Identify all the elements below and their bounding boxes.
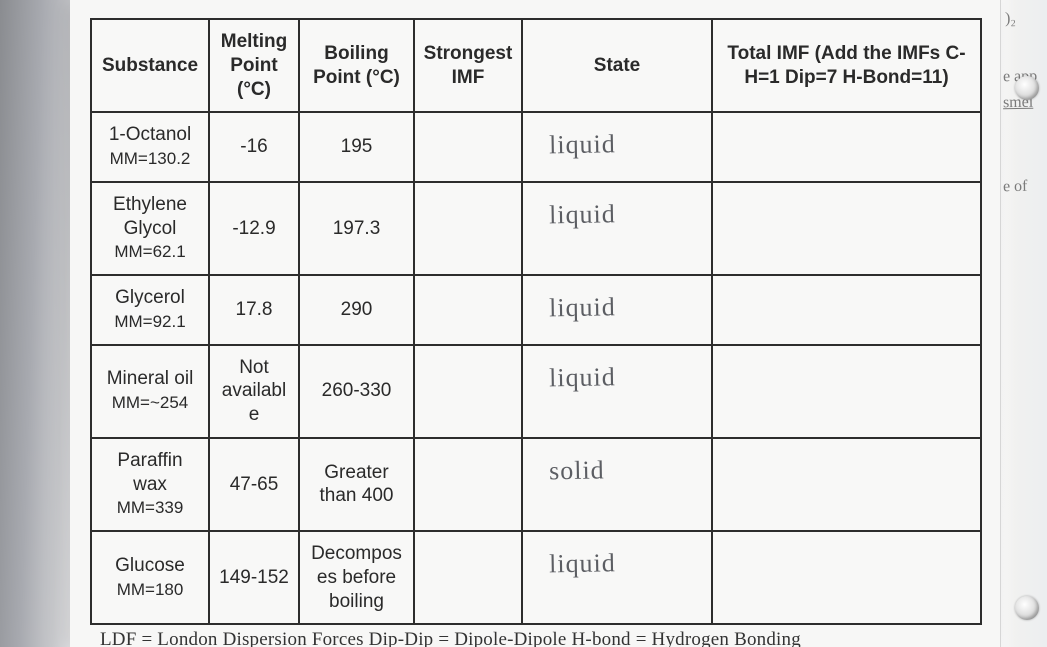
col-total-imf: Total IMF (Add the IMFs C-H=1 Dip=7 H-Bo…: [712, 19, 981, 112]
cell-melting: Not available: [209, 345, 299, 438]
cell-strongest: [414, 531, 522, 624]
cell-total: [712, 438, 981, 531]
cell-boiling: 260-330: [299, 345, 414, 438]
cell-total: [712, 531, 981, 624]
cell-substance: 1-Octanol MM=130.2: [91, 112, 209, 182]
cell-state: liquid: [522, 345, 712, 438]
table-header-row: Substance Melting Point (°C) Boiling Poi…: [91, 19, 981, 112]
cell-state: liquid: [522, 112, 712, 182]
cell-substance: Glucose MM=180: [91, 531, 209, 624]
cell-total: [712, 345, 981, 438]
cell-state: liquid: [522, 531, 712, 624]
table-row: Mineral oil MM=~254 Not available 260-33…: [91, 345, 981, 438]
binder-hole-icon: [1015, 76, 1039, 100]
table-row: Glycerol MM=92.1 17.8 290 liquid: [91, 275, 981, 345]
cell-boiling: Greater than 400: [299, 438, 414, 531]
next-page-edge: )₂ e app smel e of: [1000, 0, 1047, 647]
col-boiling: Boiling Point (°C): [299, 19, 414, 112]
table-row: Glucose MM=180 149-152 Decomposes before…: [91, 531, 981, 624]
col-melting: Melting Point (°C): [209, 19, 299, 112]
col-state: State: [522, 19, 712, 112]
cell-strongest: [414, 275, 522, 345]
cell-state: liquid: [522, 182, 712, 275]
edge-scribble: )₂: [1005, 10, 1016, 28]
cell-total: [712, 182, 981, 275]
table-row: 1-Octanol MM=130.2 -16 195 liquid: [91, 112, 981, 182]
cell-melting: -12.9: [209, 182, 299, 275]
cell-melting: 17.8: [209, 275, 299, 345]
cell-substance: Paraffin wax MM=339: [91, 438, 209, 531]
col-substance: Substance: [91, 19, 209, 112]
footer-legend: LDF = London Dispersion Forces Dip-Dip =…: [100, 629, 1000, 647]
cell-boiling: 290: [299, 275, 414, 345]
imf-table: Substance Melting Point (°C) Boiling Poi…: [90, 18, 982, 625]
cell-strongest: [414, 112, 522, 182]
col-strongest: Strongest IMF: [414, 19, 522, 112]
cell-melting: 47-65: [209, 438, 299, 531]
cell-melting: 149-152: [209, 531, 299, 624]
cell-total: [712, 112, 981, 182]
cell-boiling: 197.3: [299, 182, 414, 275]
cell-total: [712, 275, 981, 345]
binder-hole-icon: [1015, 596, 1039, 620]
cell-strongest: [414, 438, 522, 531]
cell-melting: -16: [209, 112, 299, 182]
cell-substance: Ethylene Glycol MM=62.1: [91, 182, 209, 275]
cell-substance: Glycerol MM=92.1: [91, 275, 209, 345]
cell-substance: Mineral oil MM=~254: [91, 345, 209, 438]
table-row: Ethylene Glycol MM=62.1 -12.9 197.3 liqu…: [91, 182, 981, 275]
cell-state: solid: [522, 438, 712, 531]
edge-scribble: e of: [1003, 178, 1028, 196]
cell-boiling: Decomposes before boiling: [299, 531, 414, 624]
cell-strongest: [414, 345, 522, 438]
worksheet-sheet: Substance Melting Point (°C) Boiling Poi…: [70, 0, 1000, 647]
cell-state: liquid: [522, 275, 712, 345]
cell-boiling: 195: [299, 112, 414, 182]
cell-strongest: [414, 182, 522, 275]
table-row: Paraffin wax MM=339 47-65 Greater than 4…: [91, 438, 981, 531]
